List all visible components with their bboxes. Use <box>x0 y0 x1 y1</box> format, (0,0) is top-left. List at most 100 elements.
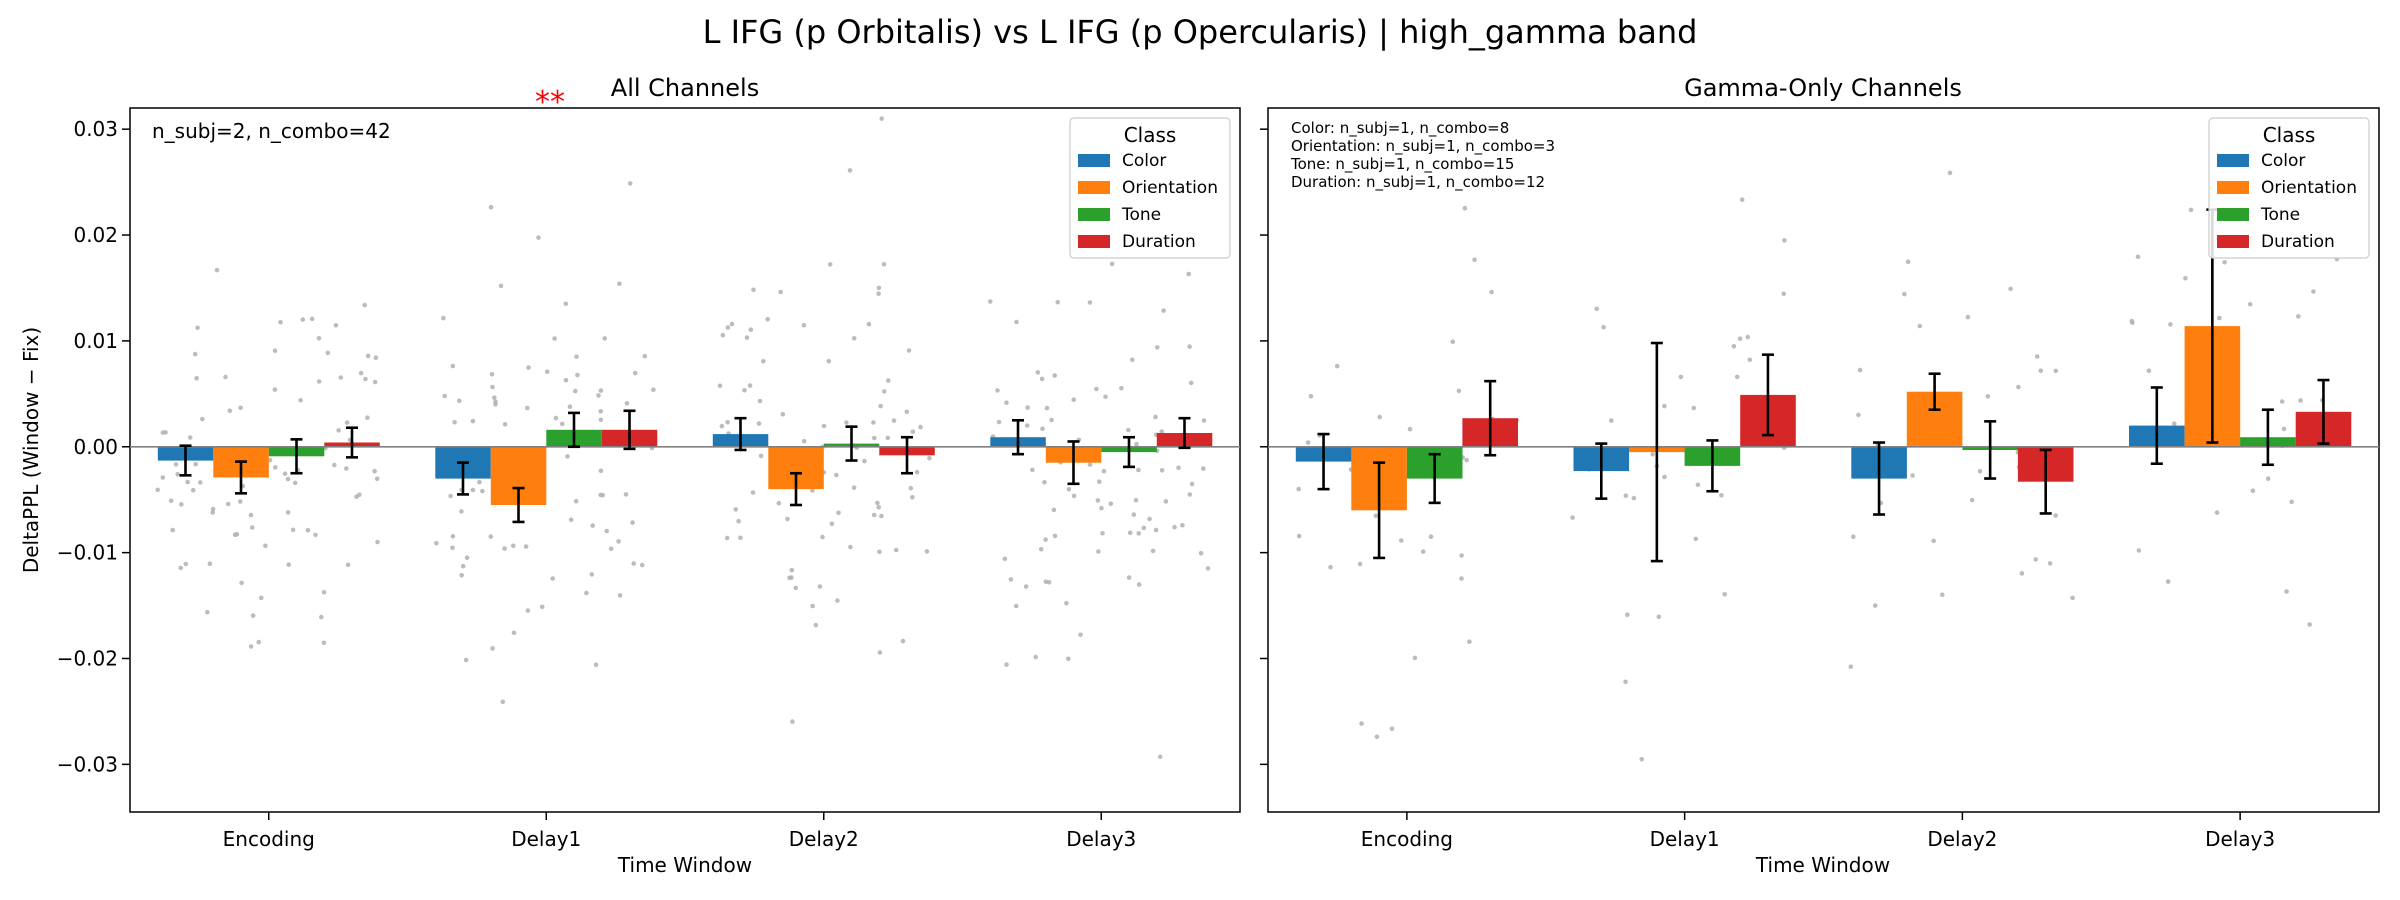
data-point-dot <box>598 492 603 498</box>
data-point-dot <box>881 262 887 267</box>
data-point-dot <box>1187 492 1193 497</box>
error-bar-all-channels-delay2-tone <box>845 425 858 462</box>
data-point-dot <box>736 518 741 524</box>
data-point-dot <box>316 379 322 384</box>
data-point-dot <box>876 505 881 510</box>
data-point-dot <box>1985 394 1991 399</box>
legend-label-gamma-only-duration: Duration <box>2261 232 2335 252</box>
data-point-dot <box>996 419 1002 425</box>
x-tick-label-gamma-only-delay2: Delay2 <box>1927 827 1997 851</box>
data-point-dot <box>995 388 1000 393</box>
data-point-dot <box>1136 467 1141 473</box>
data-point-dot <box>363 376 368 382</box>
data-point-dot <box>1023 584 1029 589</box>
data-point-dot <box>1631 495 1637 501</box>
error-bar-all-channels-encoding-orientation <box>235 460 247 495</box>
data-point-dot <box>724 535 730 541</box>
data-point-dot <box>877 549 882 555</box>
annotation-line-tone: Tone: n_subj=1, n_combo=15 <box>1290 155 1514 174</box>
error-bar-gamma-only-delay2-tone <box>1984 420 1997 480</box>
legend-swatch-all-channels-orientation <box>1078 181 1110 194</box>
data-point-dot <box>1678 374 1684 380</box>
data-point-dot <box>1205 566 1211 571</box>
panel-gamma-only: Encoding Delay1 Delay2 Delay3 Gamma-Only Ch… <box>1260 74 2380 877</box>
data-point-dot <box>249 525 255 530</box>
data-point-dot <box>598 417 604 423</box>
data-point-dot <box>1359 721 1364 726</box>
data-point-dot <box>785 516 790 522</box>
data-point-dot <box>163 430 168 435</box>
data-point-dot <box>536 235 541 240</box>
data-point-dot <box>1071 397 1076 403</box>
data-point-dot <box>871 512 877 518</box>
data-point-dot <box>452 419 457 425</box>
data-point-dot <box>248 512 254 518</box>
data-point-dot <box>489 372 495 377</box>
data-point-dot <box>544 369 550 375</box>
data-point-dot <box>918 424 923 430</box>
data-point-dot <box>560 421 565 427</box>
data-point-dot <box>272 387 278 392</box>
data-point-dot <box>1201 466 1206 471</box>
data-point-dot <box>493 402 498 407</box>
data-point-dot <box>639 562 645 568</box>
data-point-dot <box>1126 427 1131 433</box>
data-point-dot <box>553 415 559 421</box>
data-point-dot <box>338 375 344 380</box>
data-point-dot <box>1662 474 1667 480</box>
data-point-dot <box>598 409 603 414</box>
data-point-dot <box>758 453 764 459</box>
data-point-dot <box>358 370 364 376</box>
data-point-dot <box>1296 486 1301 492</box>
data-point-dot <box>500 699 506 705</box>
data-point-dot <box>877 650 883 655</box>
data-point-dot <box>480 488 485 494</box>
data-point-dot <box>1848 664 1854 669</box>
data-point-dot <box>1087 300 1093 305</box>
data-point-dot <box>1781 291 1786 297</box>
data-point-dot <box>2222 260 2227 265</box>
data-point-dot <box>733 507 738 512</box>
data-point-dot <box>793 585 798 591</box>
data-point-dot <box>1977 469 1983 474</box>
x-tick-label-gamma-only-delay3: Delay3 <box>2205 827 2275 851</box>
data-point-dot <box>193 461 198 467</box>
legend-swatch-gamma-only-orientation <box>2217 181 2249 194</box>
data-point-dot <box>1691 405 1696 411</box>
data-point-dot <box>214 267 220 273</box>
data-point-dot <box>2247 301 2253 307</box>
data-point-dot <box>1161 308 1166 313</box>
error-bar-gamma-only-delay2-color <box>1873 441 1886 516</box>
data-point-dot <box>2279 399 2285 404</box>
data-point-dot <box>1043 537 1048 542</box>
data-point-dot <box>1745 334 1751 340</box>
legend-swatch-gamma-only-color <box>2217 154 2249 167</box>
data-point-dot <box>160 475 166 480</box>
data-point-dot <box>836 510 841 516</box>
error-bar-all-channels-delay3-tone <box>1123 435 1135 469</box>
data-point-dot <box>910 495 915 500</box>
data-point-dot <box>1030 467 1035 473</box>
data-point-dot <box>319 614 324 620</box>
data-point-dot <box>1066 487 1072 492</box>
data-point-dot <box>1095 498 1101 503</box>
data-point-dot <box>1187 344 1192 349</box>
data-point-dot <box>1198 551 1204 556</box>
data-point-dot <box>1407 426 1413 432</box>
data-point-dot <box>904 409 910 415</box>
data-point-dot <box>1467 639 1472 644</box>
data-point-dot <box>2284 589 2289 594</box>
error-bar-all-channels-delay1-color <box>457 461 469 496</box>
data-point-dot <box>1103 394 1108 400</box>
data-point-dot <box>827 262 833 267</box>
error-bar-all-channels-delay2-color <box>734 416 747 452</box>
data-point-dot <box>847 168 853 173</box>
legend-box-gamma-only <box>2208 117 2370 259</box>
data-point-dot <box>1456 388 1462 394</box>
data-point-dot <box>627 181 633 186</box>
data-point-dot <box>2034 354 2040 359</box>
data-point-dot <box>1109 261 1115 267</box>
data-point-dot <box>1039 376 1045 382</box>
data-point-dot <box>1150 548 1156 554</box>
